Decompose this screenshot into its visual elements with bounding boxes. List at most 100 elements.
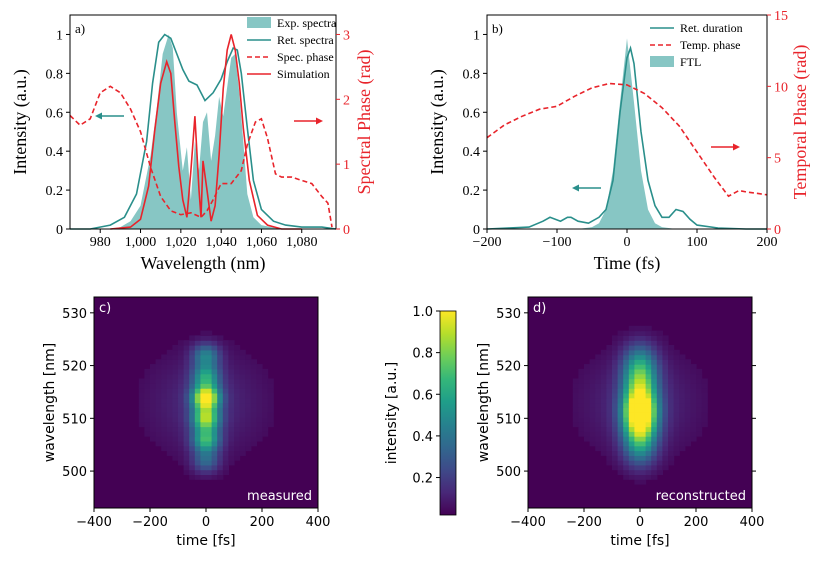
heatmap-cell <box>172 436 179 442</box>
x-tick-label: 0 <box>202 515 210 530</box>
heatmap-cell <box>206 440 213 447</box>
heatmap-cell <box>606 412 613 418</box>
colorbar-tick-label: 0.8 <box>412 347 433 362</box>
heatmap-cell <box>628 474 635 480</box>
heatmap-cell <box>696 397 703 404</box>
heatmap-cell <box>183 445 190 452</box>
panel-c: −400 −200 0 200 400 500 510 520 530 time [fs] wave… <box>42 296 330 549</box>
heatmap-cell <box>612 368 619 375</box>
colorbar-tick-label: 0.2 <box>412 472 433 487</box>
heatmap-cell <box>623 402 630 408</box>
heatmap-cell <box>684 364 691 370</box>
heatmap-cell <box>595 392 602 399</box>
heatmap-cell <box>679 397 686 404</box>
heatmap-cell <box>595 373 602 380</box>
heatmap-cell <box>194 373 201 380</box>
heatmap-cell <box>668 431 675 437</box>
heatmap-cell <box>166 407 173 413</box>
heatmap-cell <box>245 436 252 442</box>
panel-label: d) <box>533 301 546 316</box>
heatmap-cell <box>662 440 669 447</box>
heatmap-cell <box>267 421 274 428</box>
heatmap-cell <box>673 440 680 447</box>
heatmap-cell <box>617 455 624 461</box>
heatmap-cell <box>161 416 168 423</box>
heatmap-cell <box>250 392 257 399</box>
legend-entry: Ret. duration <box>680 21 743 35</box>
heatmap-cell <box>612 426 619 432</box>
heatmap-cell <box>684 397 691 404</box>
heatmap-cell <box>144 421 151 428</box>
heatmap-cell <box>206 368 213 375</box>
heatmap-cell <box>239 402 246 408</box>
heatmap-cell <box>600 450 607 456</box>
heatmap-cell <box>578 378 585 384</box>
heatmap-cell <box>589 378 596 384</box>
heatmap-cell <box>217 364 224 370</box>
heatmap-cell <box>628 364 635 370</box>
x-axis-label: time [fs] <box>610 533 669 549</box>
heatmap-cell <box>617 373 624 380</box>
heatmap-cell <box>256 426 263 432</box>
heatmap-cell <box>572 402 579 408</box>
heatmap-cell <box>673 359 680 365</box>
heatmap-cell <box>595 368 602 375</box>
heatmap-cell <box>584 388 591 394</box>
heatmap-cell <box>138 402 145 408</box>
x-tick-label: 980 <box>90 235 111 250</box>
heatmap-cell <box>194 445 201 452</box>
heatmap-cell <box>166 450 173 456</box>
heatmap-cell <box>606 359 613 365</box>
heatmap-cell <box>668 412 675 418</box>
heatmap-cell <box>679 364 686 370</box>
heatmap-cell <box>651 469 658 475</box>
heatmap-cell <box>250 397 257 404</box>
heatmap-cell <box>222 460 229 466</box>
heatmap-cell <box>222 392 229 399</box>
colorbar-tick-label: 0.6 <box>412 388 433 403</box>
heatmap-cell <box>584 378 591 384</box>
heatmap-cell <box>245 388 252 394</box>
heatmap-cell <box>612 455 619 461</box>
heatmap-cell <box>206 469 213 475</box>
heatmap-cell <box>239 349 246 356</box>
heatmap-cell <box>679 354 686 360</box>
heatmap-cell <box>651 345 658 351</box>
heatmap-cell <box>606 349 613 356</box>
colorbar-tick-label: 1.0 <box>412 305 433 320</box>
heatmap-cell <box>662 450 669 456</box>
heatmap-cell <box>640 479 647 485</box>
heatmap-cell <box>651 431 658 437</box>
heatmap-cell <box>617 416 624 423</box>
heatmap-cell <box>668 421 675 428</box>
heatmap-cell <box>612 436 619 442</box>
heatmap-cell <box>200 445 207 452</box>
heatmap-cell <box>239 421 246 428</box>
heatmap-cell <box>194 460 201 466</box>
heatmap-cell <box>584 407 591 413</box>
heatmap-cell <box>222 340 229 346</box>
heatmap-cell <box>178 431 185 437</box>
heatmap-cell <box>572 412 579 418</box>
heatmap-cell <box>200 450 207 456</box>
heatmap-cell <box>606 373 613 380</box>
heatmap-cell <box>194 421 201 428</box>
heatmap-cell <box>623 392 630 399</box>
heatmap-cell <box>250 412 257 418</box>
heatmap-cell <box>673 402 680 408</box>
heatmap-cell <box>183 364 190 370</box>
heatmap-cell <box>250 373 257 380</box>
heatmap-cell <box>211 397 218 404</box>
heatmap-cell <box>194 397 201 404</box>
heatmap-cell <box>623 397 630 404</box>
heatmap-cell <box>217 460 224 466</box>
heatmap-cell <box>668 378 675 384</box>
heatmap-cell <box>684 416 691 423</box>
heatmap-cell <box>645 412 652 418</box>
heatmap-cell <box>662 431 669 437</box>
heatmap-cell <box>206 407 213 413</box>
heatmap-cell <box>200 431 207 437</box>
heatmap-cell <box>651 335 658 341</box>
heatmap-cell <box>217 349 224 356</box>
